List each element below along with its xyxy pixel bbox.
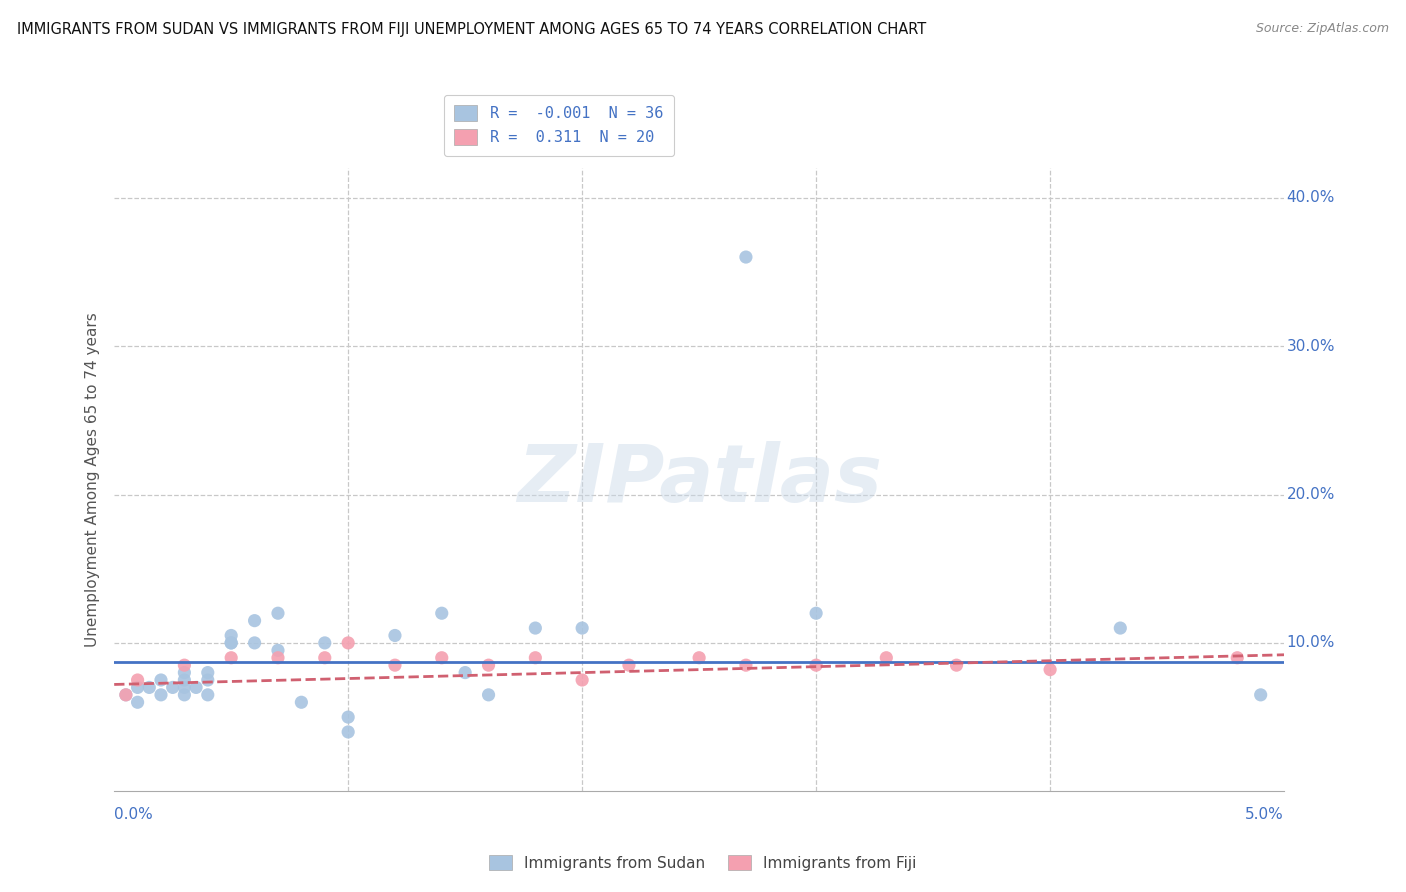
Point [524,621,547,635]
Point [617,658,640,673]
Point [337,725,360,739]
Point [219,636,242,650]
Point [571,673,593,687]
Point [115,688,138,702]
Point [219,628,242,642]
Point [173,665,195,680]
Point [290,695,312,709]
Legend: R =  -0.001  N = 36, R =  0.311  N = 20: R = -0.001 N = 36, R = 0.311 N = 20 [444,95,673,155]
Point [1039,663,1062,677]
Point [267,643,290,657]
Point [219,650,242,665]
Text: 20.0%: 20.0% [1286,487,1334,502]
Legend: Immigrants from Sudan, Immigrants from Fiji: Immigrants from Sudan, Immigrants from F… [479,846,927,880]
Point [173,688,195,702]
Point [688,650,710,665]
Point [219,636,242,650]
Point [127,673,149,687]
Point [197,673,219,687]
Point [267,606,290,620]
Point [243,636,266,650]
Point [430,606,453,620]
Point [184,681,207,695]
Text: 30.0%: 30.0% [1286,339,1334,353]
Point [804,658,827,673]
Point [337,636,360,650]
Point [267,650,290,665]
Point [197,665,219,680]
Point [945,658,967,673]
Point [477,658,499,673]
Point [1250,688,1272,702]
Point [430,650,453,665]
Point [173,673,195,687]
Point [127,681,149,695]
Point [735,658,758,673]
Point [149,688,172,702]
Point [115,688,138,702]
Point [197,688,219,702]
Point [875,650,897,665]
Text: Source: ZipAtlas.com: Source: ZipAtlas.com [1256,22,1389,36]
Text: 40.0%: 40.0% [1286,190,1334,205]
Point [173,681,195,695]
Text: 5.0%: 5.0% [1246,807,1284,822]
Point [1226,650,1249,665]
Point [804,606,827,620]
Point [524,650,547,665]
Point [454,665,477,680]
Point [138,681,160,695]
Text: 0.0%: 0.0% [114,807,153,822]
Point [1109,621,1132,635]
Point [243,614,266,628]
Point [735,250,758,264]
Point [571,621,593,635]
Text: ZIPatlas: ZIPatlas [516,441,882,518]
Point [162,681,184,695]
Point [384,628,406,642]
Point [314,650,336,665]
Point [149,673,172,687]
Y-axis label: Unemployment Among Ages 65 to 74 years: Unemployment Among Ages 65 to 74 years [86,312,100,647]
Point [127,695,149,709]
Text: 10.0%: 10.0% [1286,635,1334,650]
Point [384,658,406,673]
Point [337,710,360,724]
Point [314,636,336,650]
Point [477,688,499,702]
Point [173,658,195,673]
Text: IMMIGRANTS FROM SUDAN VS IMMIGRANTS FROM FIJI UNEMPLOYMENT AMONG AGES 65 TO 74 Y: IMMIGRANTS FROM SUDAN VS IMMIGRANTS FROM… [17,22,927,37]
